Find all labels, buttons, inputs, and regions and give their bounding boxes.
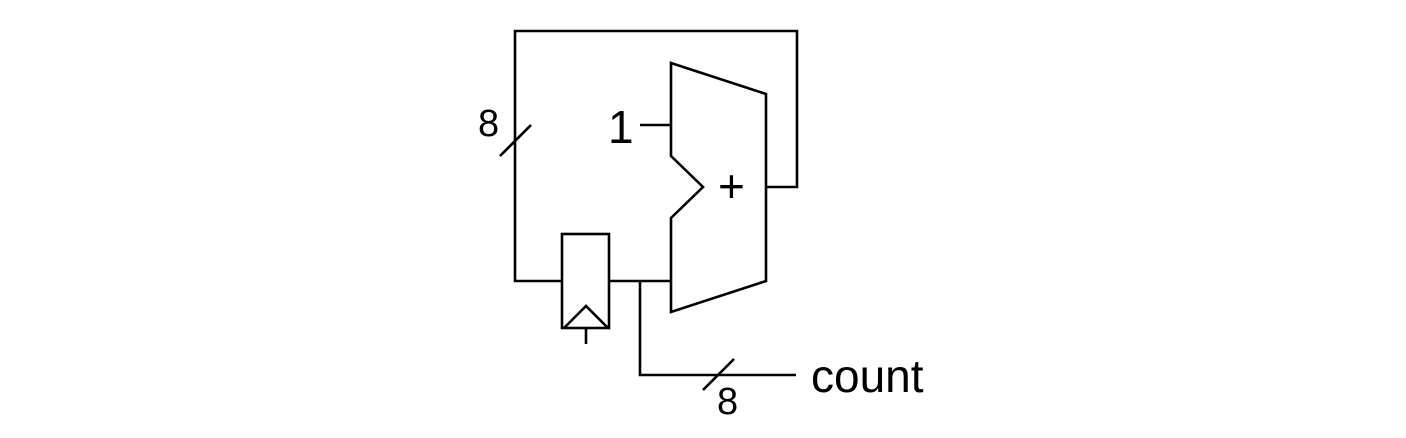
count-output-wire <box>638 281 796 377</box>
register-box <box>560 232 611 330</box>
count-output-label: count <box>811 350 924 402</box>
count-width-label: 8 <box>717 381 738 423</box>
feedback-bus-slash <box>499 124 532 157</box>
constant-one-label: 1 <box>608 101 634 153</box>
feedback-wire <box>513 29 799 283</box>
feedback-width-label: 8 <box>478 103 499 145</box>
clock-triangle-icon <box>563 304 609 329</box>
count-bus-slash <box>702 358 735 391</box>
adder-plus-label: + <box>718 160 745 212</box>
adder-shape <box>669 61 768 314</box>
